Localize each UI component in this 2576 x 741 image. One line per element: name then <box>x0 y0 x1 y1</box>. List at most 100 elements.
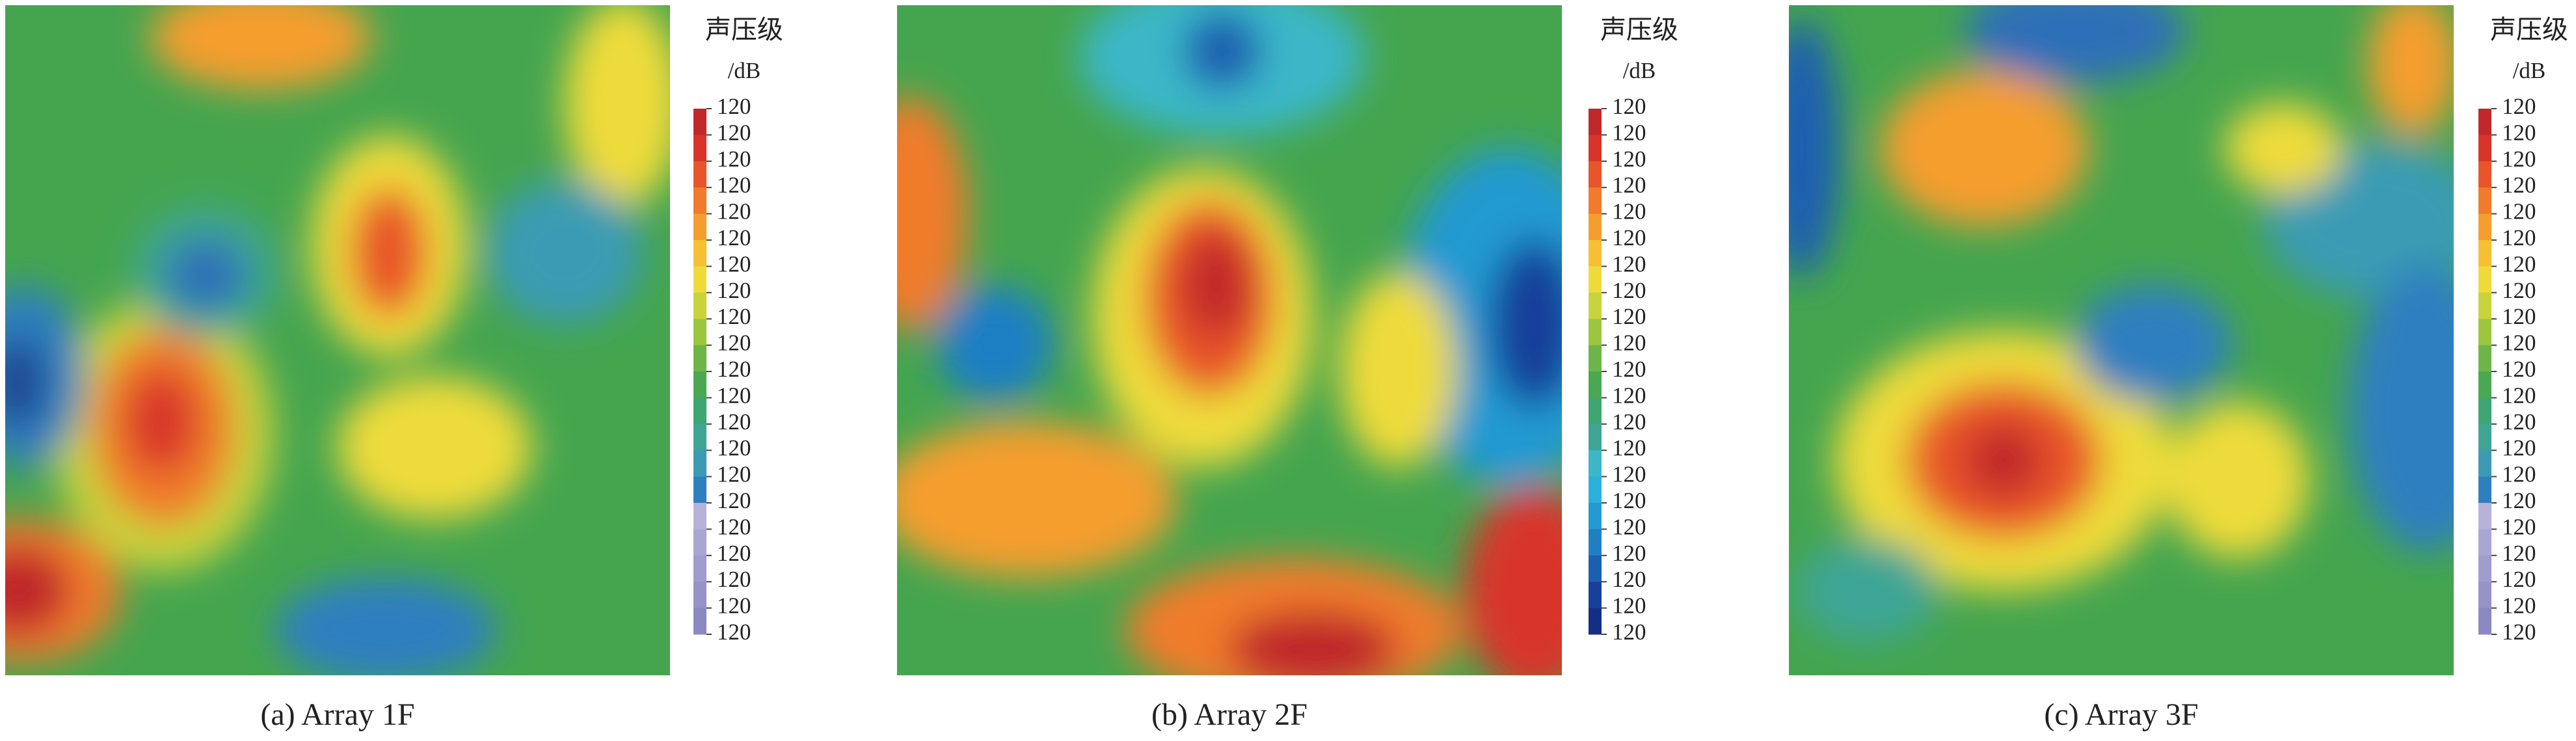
colorbar-segment <box>2478 371 2491 398</box>
colorbar-tick-label: 120 <box>2502 409 2536 435</box>
colorbar-segment <box>2478 608 2491 635</box>
contour-map <box>897 5 1562 675</box>
colorbar-segment <box>693 424 706 451</box>
colorbar-tick-label: 120 <box>717 619 751 645</box>
colorbar-segment <box>2478 424 2491 451</box>
colorbar-segment <box>1589 187 1602 215</box>
colorbar-tick-label: 120 <box>2502 225 2536 250</box>
colorbar-tick-label: 120 <box>1612 172 1646 198</box>
colorbar-segment <box>693 319 706 346</box>
colorbar-title: 声压级 <box>1600 15 1678 45</box>
colorbar-segment <box>2478 213 2491 241</box>
colorbar-tick-label: 120 <box>717 488 751 513</box>
colorbar-segment <box>693 161 706 188</box>
colorbar-tick-label: 120 <box>1612 146 1646 172</box>
colorbar-segment <box>693 292 706 319</box>
colorbar-unit: /dB <box>1623 58 1656 83</box>
colorbar-tick-label: 120 <box>1612 330 1646 356</box>
colorbar-segment <box>1589 109 1602 135</box>
colorbar-segment <box>2478 187 2491 215</box>
colorbar-segment <box>1589 213 1602 241</box>
colorbar-tick-label: 120 <box>1612 409 1646 435</box>
colorbar-segment <box>693 135 706 162</box>
colorbar-tick-label: 120 <box>2502 383 2536 408</box>
caption: (c) Array 3F <box>2044 697 2198 732</box>
colorbar-tick-label: 120 <box>2502 330 2536 356</box>
colorbar-tick-label: 120 <box>717 251 751 276</box>
colorbar-tick-label: 120 <box>717 435 751 461</box>
colorbar-tick-label: 120 <box>2502 462 2536 487</box>
colorbar-segment <box>693 555 706 582</box>
colorbar-tick-label: 120 <box>1612 278 1646 303</box>
colorbar-tick-label: 120 <box>717 383 751 408</box>
colorbar-title: 声压级 <box>2490 15 2568 45</box>
colorbar-segment <box>1589 161 1602 188</box>
colorbar-tick-label: 120 <box>717 278 751 303</box>
colorbar-segment <box>1589 371 1602 398</box>
colorbar-tick-label: 120 <box>1612 199 1646 224</box>
colorbar-unit: /dB <box>728 58 761 83</box>
colorbar-segment <box>2478 266 2491 293</box>
colorbar-segment <box>1589 345 1602 372</box>
colorbar-tick-label: 120 <box>1612 541 1646 566</box>
colorbar-segment <box>2478 109 2491 135</box>
colorbar-segment <box>2478 555 2491 582</box>
colorbar-tick-label: 120 <box>717 567 751 592</box>
colorbar-segment <box>2478 319 2491 346</box>
contour-map <box>5 5 670 675</box>
colorbar-segment <box>2478 135 2491 162</box>
colorbar-tick-label: 120 <box>2502 435 2536 461</box>
colorbar-segment <box>1589 240 1602 267</box>
colorbar-tick-label: 120 <box>2502 541 2536 566</box>
colorbar-segment <box>2478 529 2491 556</box>
colorbar-title: 声压级 <box>705 15 783 45</box>
colorbar-segment <box>693 213 706 241</box>
colorbar-tick-label: 120 <box>717 357 751 382</box>
colorbar-segment <box>1589 319 1602 346</box>
colorbar-tick-label: 120 <box>2502 304 2536 329</box>
colorbar-tick-label: 120 <box>2502 146 2536 172</box>
colorbar-tick-label: 120 <box>1612 251 1646 276</box>
colorbar-segment <box>693 476 706 504</box>
colorbar-tick-label: 120 <box>717 199 751 224</box>
colorbar-segment <box>693 109 706 135</box>
colorbar-unit: /dB <box>2513 58 2546 83</box>
colorbar-tick-label: 120 <box>1612 357 1646 382</box>
colorbar-segment <box>2478 503 2491 530</box>
caption: (a) Array 1F <box>260 697 414 732</box>
colorbar-tick-label: 120 <box>2502 567 2536 592</box>
colorbar-segment <box>693 266 706 293</box>
colorbar-tick-label: 120 <box>717 94 751 119</box>
colorbar-tick-label: 120 <box>2502 251 2536 276</box>
colorbar-segment <box>1589 397 1602 425</box>
colorbar-segment <box>693 608 706 635</box>
colorbar-tick-label: 120 <box>717 225 751 250</box>
colorbar-segment <box>1589 424 1602 451</box>
colorbar-tick-label: 120 <box>717 330 751 356</box>
colorbar-segment <box>2478 450 2491 478</box>
colorbar-segment <box>1589 503 1602 530</box>
colorbar-segment <box>693 450 706 478</box>
colorbar-tick-label: 120 <box>717 120 751 145</box>
colorbar-tick-label: 120 <box>717 172 751 198</box>
colorbar-segment <box>693 503 706 530</box>
colorbar-segment <box>2478 345 2491 372</box>
colorbar-tick-label: 120 <box>1612 567 1646 592</box>
colorbar-segment <box>693 529 706 556</box>
colorbar-segment <box>693 345 706 372</box>
colorbar-segment <box>1589 292 1602 319</box>
colorbar-tick-label: 120 <box>717 514 751 539</box>
colorbar-tick-label: 120 <box>1612 514 1646 539</box>
colorbar-tick-label: 120 <box>717 462 751 487</box>
colorbar-segment <box>1589 450 1602 478</box>
colorbar-segment <box>2478 476 2491 504</box>
colorbar-tick-label: 120 <box>2502 120 2536 145</box>
colorbar-tick-label: 120 <box>717 409 751 435</box>
colorbar-tick-label: 120 <box>1612 435 1646 461</box>
colorbar-segment <box>693 397 706 425</box>
colorbar-segment <box>2478 582 2491 609</box>
colorbar-tick-label: 120 <box>717 541 751 566</box>
colorbar-tick-label: 120 <box>2502 172 2536 198</box>
colorbar-tick-label: 120 <box>1612 383 1646 408</box>
colorbar-tick-label: 120 <box>717 593 751 619</box>
